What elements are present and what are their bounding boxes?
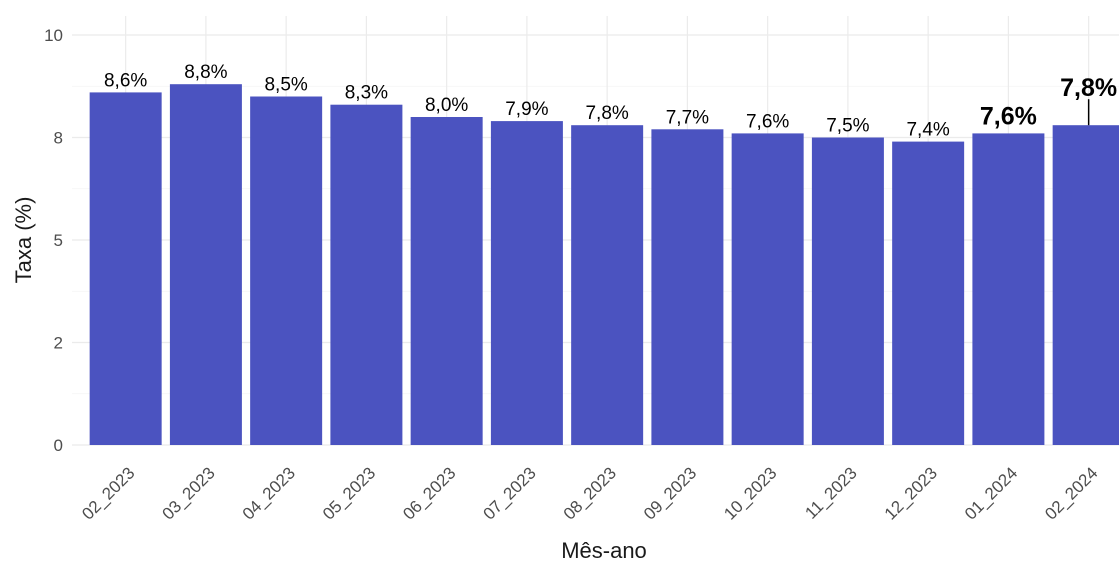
x-tick-label: 02_2024	[1041, 463, 1101, 523]
bar-value-label: 7,4%	[906, 120, 949, 141]
y-tick-label: 8	[54, 129, 63, 148]
bar-value-label: 7,8%	[1060, 74, 1117, 102]
bar	[571, 125, 644, 445]
bar	[892, 141, 965, 445]
bar-value-label: 8,6%	[104, 70, 147, 91]
x-tick-label: 10_2023	[720, 463, 780, 523]
y-tick-label: 0	[54, 436, 63, 455]
y-tick-label: 10	[44, 26, 63, 45]
bar-value-label: 7,9%	[505, 99, 548, 120]
x-tick-label: 09_2023	[640, 463, 700, 523]
x-tick-label: 01_2024	[961, 463, 1021, 523]
bar	[169, 84, 242, 445]
x-tick-label: 12_2023	[881, 463, 941, 523]
x-tick-label: 07_2023	[479, 463, 539, 523]
bar-value-label: 7,5%	[826, 116, 869, 137]
x-tick-label: 05_2023	[319, 463, 379, 523]
y-axis-title: Taxa (%)	[11, 197, 36, 284]
x-tick-label: 06_2023	[399, 463, 459, 523]
bar-value-label: 7,6%	[746, 111, 789, 132]
bar	[731, 133, 804, 445]
bars	[89, 84, 1119, 446]
x-tick-label: 03_2023	[158, 463, 218, 523]
bar-value-label: 7,6%	[980, 102, 1037, 130]
y-tick-label: 2	[54, 334, 63, 353]
value-labels: 8,6% 8,8% 8,5% 8,3% 8,0% 7,9% 7,8% 7,7% 7,6% 7,5%…	[104, 62, 1117, 140]
bar	[250, 96, 323, 445]
x-tick-label: 02_2023	[78, 463, 138, 523]
bar	[1052, 125, 1119, 445]
y-tick-label: 5	[54, 231, 63, 250]
x-axis-title: Mês-ano	[561, 538, 647, 562]
bar	[972, 133, 1045, 445]
bar-value-label: 7,8%	[585, 103, 628, 124]
bar	[330, 104, 403, 445]
x-tick-label: 08_2023	[560, 463, 620, 523]
y-axis-ticks: 0 2 5 8 10	[44, 26, 63, 455]
bar	[89, 92, 162, 446]
bar	[410, 117, 483, 445]
bar	[651, 129, 724, 446]
bar-value-label: 8,3%	[345, 83, 388, 104]
bar	[811, 137, 884, 445]
bar-value-label: 8,5%	[264, 75, 307, 96]
bar-value-label: 8,8%	[184, 62, 227, 83]
x-axis-ticks: 02_2023 03_2023 04_2023 05_2023 06_2023 07_20…	[78, 463, 1101, 523]
x-tick-label: 11_2023	[801, 463, 860, 522]
bar-value-label: 8,0%	[425, 95, 468, 116]
x-tick-label: 04_2023	[239, 463, 299, 523]
bar-value-label: 7,7%	[666, 107, 709, 128]
bar	[490, 121, 563, 445]
